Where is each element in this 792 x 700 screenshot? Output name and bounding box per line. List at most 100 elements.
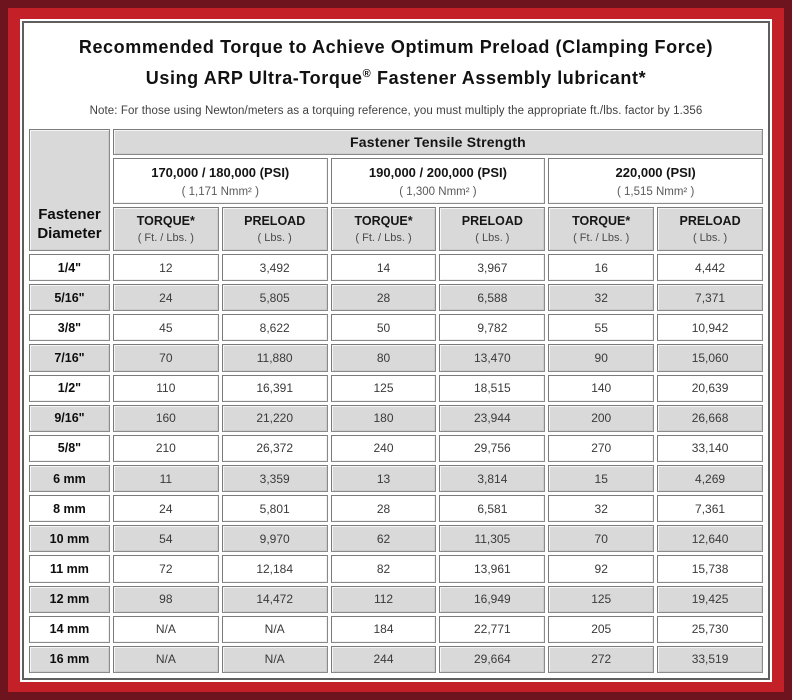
torque-value-cell: 210 [112, 434, 219, 462]
torque-value-cell: 54 [112, 525, 219, 553]
torque-value-cell: 244 [330, 645, 437, 673]
table-body: 1/4" 12 3,492 14 3,967 16 4,442 5/16" 24 5,805 28 6… [29, 254, 763, 673]
preload-value-cell: 3,967 [439, 254, 546, 282]
preload-value-cell: 26,668 [657, 404, 763, 432]
preload-value-cell: 21,220 [221, 404, 328, 432]
preload-value-cell: 7,371 [657, 284, 763, 312]
tensile-strength-row: Fastener Diameter Fastener Tensile Stren… [29, 129, 763, 251]
preload-value-cell: 3,492 [221, 254, 328, 282]
torque-value-cell: 200 [548, 404, 655, 432]
preload-value-cell: 11,880 [221, 344, 328, 372]
torque-value-cell: 205 [548, 615, 655, 643]
torque-value-cell: 98 [112, 585, 219, 613]
preload-value-cell: 29,664 [439, 645, 546, 673]
preload-value-cell: 18,515 [439, 374, 546, 402]
torque-value-cell: 160 [112, 404, 219, 432]
torque-value-cell: 72 [112, 555, 219, 583]
nmm-value: ( 1,515 Nmm² ) [616, 185, 695, 198]
torque-value-cell: 15 [548, 464, 655, 493]
torque-unit: ( Ft. / Lbs. ) [573, 232, 630, 244]
preload-value-cell: 6,588 [439, 284, 546, 312]
title-line2-post: Fastener Assembly lubricant* [371, 68, 647, 88]
psi-header-row: 170,000 / 180,000 (PSI) ( 1,171 Nmm² ) 190… [29, 158, 763, 204]
preload-value-cell: 15,060 [657, 344, 763, 372]
diameter-cell: 6 mm [29, 464, 110, 493]
preload-value-cell: 23,944 [439, 404, 546, 432]
registered-trademark-symbol: ® [362, 68, 372, 80]
torque-value-cell: 16 [548, 254, 655, 282]
torque-preload-header-row: TORQUE* ( Ft. / Lbs. ) PRELOAD ( Lbs. ) TORQ… [29, 207, 763, 251]
table-row: 5/16" 24 5,805 28 6,588 32 7,371 [29, 284, 763, 312]
torque-value-cell: 70 [548, 525, 655, 553]
table-row: 3/8" 45 8,622 50 9,782 55 10,942 [29, 314, 763, 342]
table-row: 14 mm N/A N/A 184 22,771 205 25,730 [29, 615, 763, 643]
torque-value-cell: 45 [112, 314, 219, 342]
preload-value-cell: 16,391 [221, 374, 328, 402]
torque-spec-table: Fastener Diameter Fastener Tensile Stren… [26, 126, 766, 676]
preload-unit: ( Lbs. ) [692, 232, 728, 244]
torque-value-cell: 82 [330, 555, 437, 583]
torque-value-cell: 28 [330, 284, 437, 312]
diameter-cell: 3/8" [29, 314, 110, 342]
preload-value-cell: 15,738 [657, 555, 763, 583]
preload-value-cell: 19,425 [657, 585, 763, 613]
torque-value-cell: 32 [548, 495, 655, 523]
fastener-diameter-header: Fastener Diameter [29, 129, 110, 251]
table-row: 11 mm 72 12,184 82 13,961 92 15,738 [29, 555, 763, 583]
torque-value-cell: 180 [330, 404, 437, 432]
preload-value-cell: 26,372 [221, 434, 328, 462]
preload-value-cell: 16,949 [439, 585, 546, 613]
torque-column-header-0: TORQUE* ( Ft. / Lbs. ) [112, 207, 219, 251]
preload-label: PRELOAD [461, 214, 523, 228]
torque-value-cell: 112 [330, 585, 437, 613]
torque-value-cell: 32 [548, 284, 655, 312]
preload-label: PRELOAD [679, 214, 741, 228]
preload-column-header-2: PRELOAD ( Lbs. ) [657, 207, 763, 251]
diameter-cell: 9/16" [29, 404, 110, 432]
diameter-cell: 1/4" [29, 254, 110, 282]
diameter-cell: 12 mm [29, 585, 110, 613]
torque-value-cell: 80 [330, 344, 437, 372]
preload-value-cell: 14,472 [221, 585, 328, 613]
table-row: 8 mm 24 5,801 28 6,581 32 7,361 [29, 495, 763, 523]
torque-value-cell: 110 [112, 374, 219, 402]
table-row: 10 mm 54 9,970 62 11,305 70 12,640 [29, 525, 763, 553]
preload-value-cell: 5,805 [221, 284, 328, 312]
torque-label: TORQUE* [136, 214, 195, 228]
diameter-cell: 5/16" [29, 284, 110, 312]
diameter-cell: 16 mm [29, 645, 110, 673]
preload-value-cell: 9,970 [221, 525, 328, 553]
preload-value-cell: 4,442 [657, 254, 763, 282]
preload-value-cell: 25,730 [657, 615, 763, 643]
diameter-cell: 11 mm [29, 555, 110, 583]
page-title-line1: Recommended Torque to Achieve Optimum Pr… [78, 37, 714, 57]
psi-header-1: 190,000 / 200,000 (PSI) ( 1,300 Nmm² ) [330, 158, 546, 204]
preload-column-header-0: PRELOAD ( Lbs. ) [221, 207, 328, 251]
preload-column-header-1: PRELOAD ( Lbs. ) [439, 207, 546, 251]
preload-value-cell: 29,756 [439, 434, 546, 462]
preload-value-cell: 13,961 [439, 555, 546, 583]
table-row: 9/16" 160 21,220 180 23,944 200 26,668 [29, 404, 763, 432]
preload-value-cell: 8,622 [221, 314, 328, 342]
preload-value-cell: 22,771 [439, 615, 546, 643]
preload-unit: ( Lbs. ) [257, 232, 292, 244]
torque-value-cell: 90 [548, 344, 655, 372]
torque-value-cell: 24 [112, 495, 219, 523]
preload-value-cell: 7,361 [657, 495, 763, 523]
preload-value-cell: 3,359 [221, 464, 328, 493]
preload-value-cell: 12,184 [221, 555, 328, 583]
torque-value-cell: 14 [330, 254, 437, 282]
torque-value-cell: 24 [112, 284, 219, 312]
diameter-cell: 14 mm [29, 615, 110, 643]
diameter-cell: 8 mm [29, 495, 110, 523]
torque-value-cell: 55 [548, 314, 655, 342]
preload-value-cell: 20,639 [657, 374, 763, 402]
document-page: Recommended Torque to Achieve Optimum Pr… [22, 21, 770, 680]
torque-value-cell: 28 [330, 495, 437, 523]
preload-label: PRELOAD [244, 214, 306, 228]
torque-value-cell: N/A [112, 615, 219, 643]
torque-value-cell: 125 [330, 374, 437, 402]
diameter-cell: 1/2" [29, 374, 110, 402]
torque-table-wrap: Fastener Diameter Fastener Tensile Stren… [24, 117, 768, 678]
